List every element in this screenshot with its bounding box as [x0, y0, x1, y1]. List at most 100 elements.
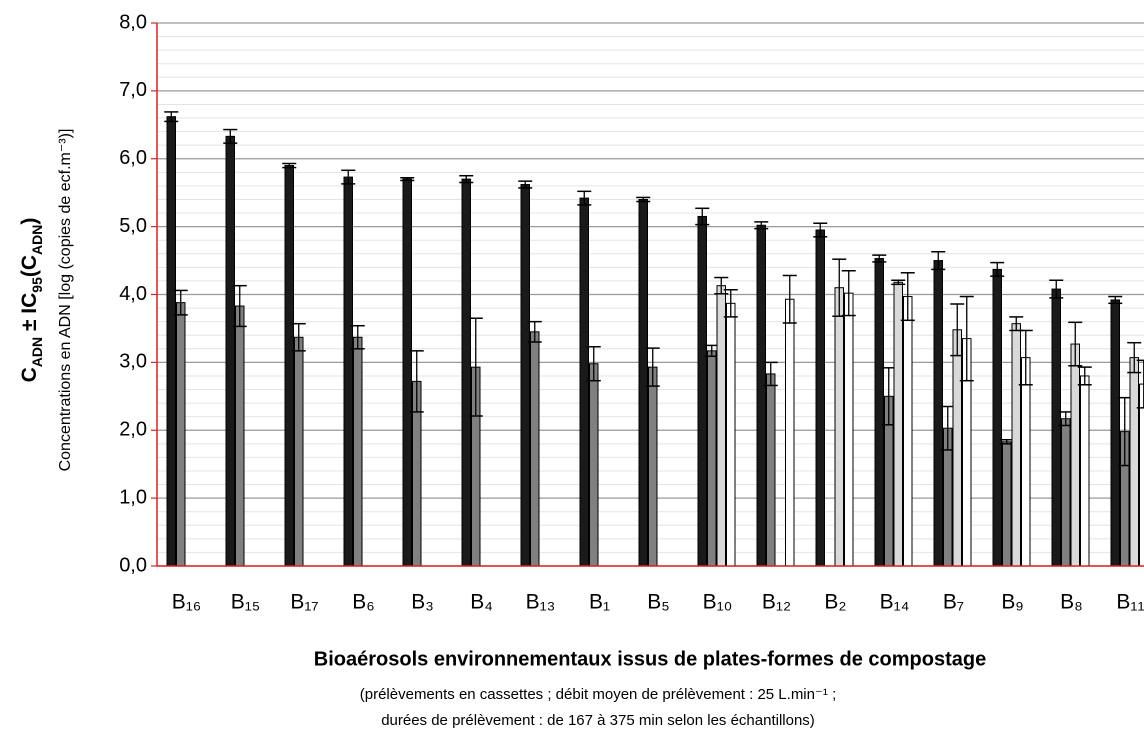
error-bar — [1117, 396, 1132, 467]
error-bar — [468, 317, 483, 417]
bar — [785, 298, 795, 567]
error-bar — [900, 272, 915, 322]
error-bar — [164, 111, 179, 123]
error-bar — [782, 274, 797, 324]
bar — [343, 176, 353, 567]
x-tick-label: B₂ — [824, 591, 846, 614]
y-tick-label: 1,0 — [119, 486, 147, 508]
y-tick-label: 0,0 — [119, 554, 147, 576]
x-tick-label: B₁₅ — [231, 591, 261, 614]
y-tick-label: 8,0 — [119, 11, 147, 33]
bar — [402, 178, 412, 567]
bar — [461, 178, 471, 567]
bar — [834, 287, 844, 567]
y-axis-title-part: ) — [18, 218, 41, 225]
bar — [1061, 418, 1071, 567]
bar — [992, 268, 1002, 567]
chart-title: Bioaérosols environnementaux issus de pl… — [314, 648, 986, 670]
y-axis-title-part: ADN — [29, 337, 45, 367]
bar — [707, 350, 717, 567]
x-tick-label: B₁₇ — [290, 591, 318, 614]
error-bar — [586, 346, 601, 382]
bar — [893, 281, 903, 567]
error-bar — [931, 250, 946, 271]
error-bar — [763, 361, 778, 387]
x-tick-label: B₈ — [1060, 591, 1083, 614]
bar — [648, 366, 658, 567]
bar — [1139, 383, 1144, 567]
bar — [176, 302, 186, 567]
bar — [1011, 323, 1021, 567]
error-bar — [891, 279, 906, 286]
y-axis-title: CADN ± IC95(CADN) — [18, 218, 45, 383]
x-tick-label: B₅ — [647, 591, 669, 614]
error-bar — [1018, 329, 1033, 386]
bar — [933, 260, 943, 567]
bar — [294, 336, 304, 567]
error-bar — [990, 261, 1005, 277]
error-bar — [518, 180, 533, 189]
x-tick-label: B₁₄ — [880, 591, 910, 614]
bar — [756, 224, 766, 567]
bar — [844, 292, 854, 567]
x-tick-label: B₉ — [1001, 591, 1023, 614]
x-tick-label: B₁₃ — [526, 591, 556, 614]
x-tick-label: B₁₁ — [1116, 591, 1144, 614]
error-bar — [527, 320, 542, 343]
x-tick-label: B₁₀ — [703, 591, 733, 614]
bar — [874, 258, 884, 567]
bar — [1129, 357, 1139, 567]
error-bar — [223, 128, 238, 144]
error-bar — [881, 367, 896, 426]
chart-subtitle: (prélèvements en cassettes ; débit moyen… — [360, 686, 836, 703]
x-tick-label: B₃ — [411, 591, 434, 614]
error-bar — [291, 322, 306, 352]
error-bar — [400, 177, 415, 182]
error-bar — [704, 344, 719, 358]
error-bar — [940, 405, 955, 451]
error-bar — [950, 303, 965, 357]
error-bar — [409, 350, 424, 413]
y-tick-label: 2,0 — [119, 419, 147, 441]
error-bar — [350, 324, 365, 350]
error-bar — [723, 288, 738, 318]
y-axis-title-part: ADN — [29, 225, 45, 255]
bar — [726, 302, 736, 567]
bar — [815, 229, 825, 567]
error-bar — [341, 169, 356, 185]
y-axis-title-part: C — [18, 367, 41, 382]
error-bar — [1009, 316, 1024, 332]
error-bar — [645, 347, 660, 387]
bar — [166, 116, 176, 567]
error-bar — [1127, 341, 1142, 374]
y-axis-title-part: ± IC — [18, 293, 41, 337]
error-bar — [636, 196, 651, 203]
x-tick-label: B₄ — [470, 591, 493, 614]
y-tick-label: 7,0 — [119, 79, 147, 101]
error-bar — [232, 284, 247, 328]
error-bar — [282, 162, 297, 169]
bar — [589, 363, 599, 567]
bar — [225, 135, 235, 567]
error-bar — [813, 222, 828, 238]
x-tick-label: B₁ — [589, 591, 610, 614]
error-bar — [1058, 411, 1073, 427]
error-bar — [459, 174, 474, 184]
bar — [1110, 299, 1120, 567]
bar — [284, 165, 294, 567]
y-axis-subtitle: Concentrations en ADN [log (copies de ec… — [57, 129, 74, 472]
bar — [530, 331, 540, 567]
bar — [1070, 343, 1080, 567]
bar — [1051, 288, 1061, 567]
y-tick-label: 3,0 — [119, 351, 147, 373]
x-tick-label: B₆ — [352, 591, 374, 614]
error-bar — [695, 207, 710, 226]
bar — [716, 285, 726, 567]
x-tick-label: B₁₆ — [172, 591, 202, 614]
bar — [1002, 441, 1012, 567]
error-bar — [872, 254, 887, 263]
bar — [579, 197, 589, 567]
bar — [638, 198, 648, 567]
error-bar — [577, 190, 592, 206]
